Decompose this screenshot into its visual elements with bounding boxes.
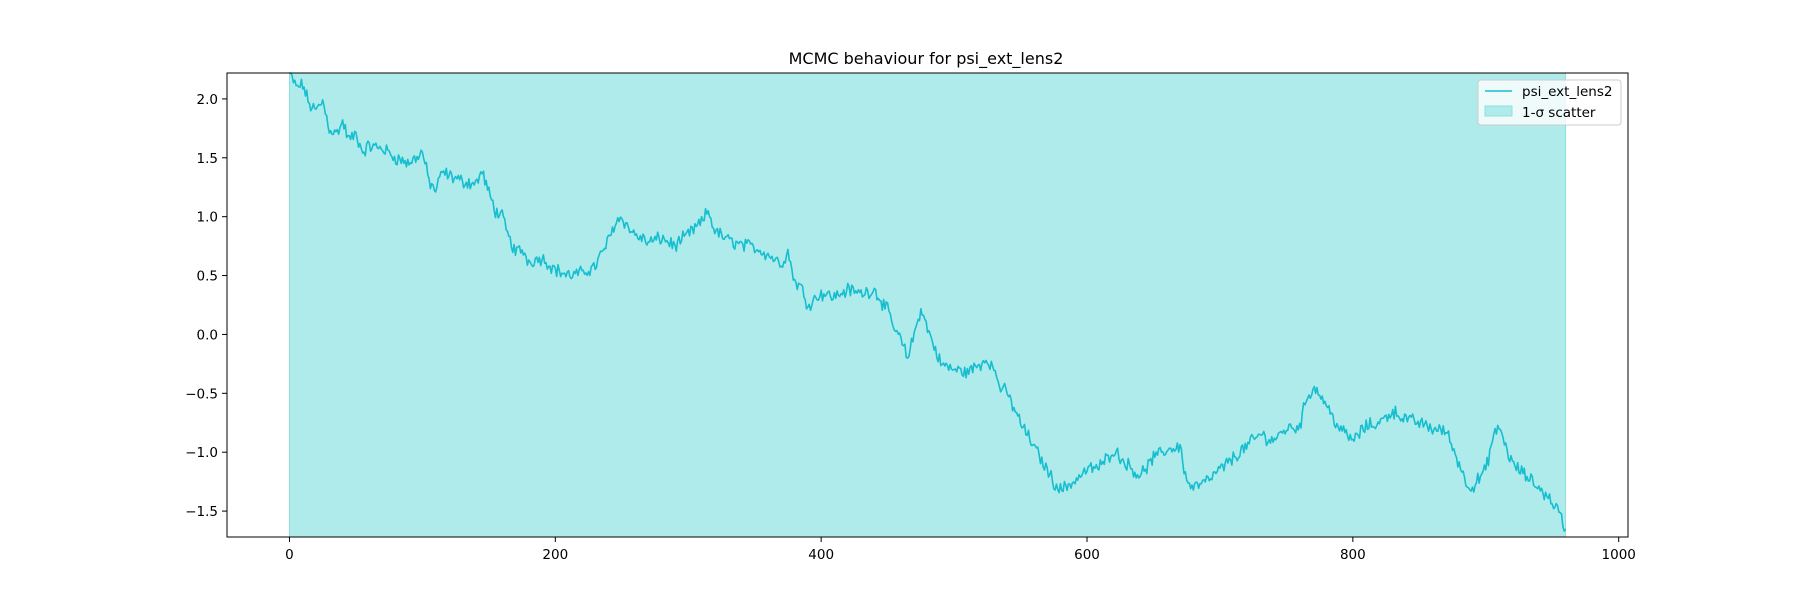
- x-tick-label: 0: [285, 547, 294, 563]
- x-tick-label: 400: [808, 547, 834, 563]
- plot-area: [289, 73, 1565, 537]
- y-tick-label: 0.0: [197, 327, 218, 343]
- y-tick-label: 0.5: [197, 269, 218, 285]
- legend: psi_ext_lens2 1-σ scatter: [1478, 80, 1621, 125]
- y-tick-label: −1.0: [185, 445, 218, 461]
- x-tick-label: 600: [1074, 547, 1100, 563]
- x-axis: 0 200 400 600 800 1000: [285, 537, 1636, 563]
- legend-band-swatch: [1485, 106, 1512, 116]
- legend-label-band: 1-σ scatter: [1522, 105, 1596, 121]
- y-tick-label: −0.5: [185, 386, 218, 402]
- x-tick-label: 200: [542, 547, 568, 563]
- scatter-band: [289, 73, 1565, 537]
- y-tick-label: 1.0: [197, 210, 218, 226]
- y-tick-label: 2.0: [197, 92, 218, 108]
- legend-label-series: psi_ext_lens2: [1522, 84, 1612, 100]
- y-axis: −1.5 −1.0 −0.5 0.0 0.5 1.0 1.5 2.0: [185, 92, 227, 520]
- y-tick-label: 1.5: [197, 151, 218, 167]
- x-tick-label: 800: [1340, 547, 1366, 563]
- y-tick-label: −1.5: [185, 504, 218, 520]
- chart-title: MCMC behaviour for psi_ext_lens2: [789, 49, 1064, 69]
- x-tick-label: 1000: [1602, 547, 1636, 563]
